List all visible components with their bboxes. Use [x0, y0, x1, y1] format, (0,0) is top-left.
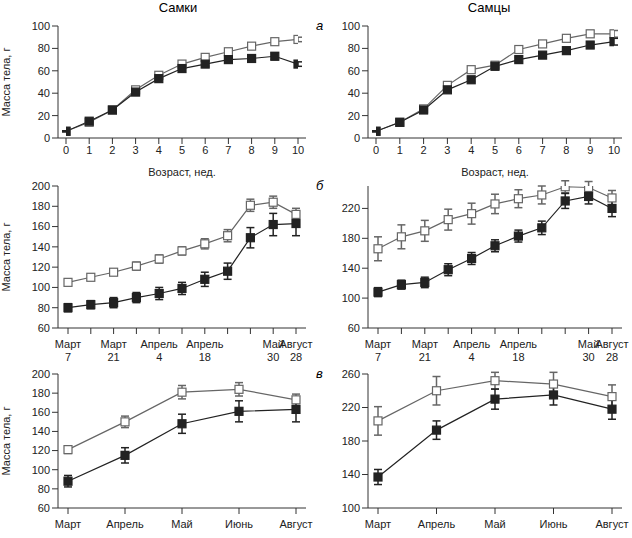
svg-text:5: 5 [492, 144, 498, 156]
svg-text:Август28: Август28 [595, 338, 624, 363]
svg-text:Масса тела, г: Масса тела, г [8, 223, 12, 292]
html-text:30: 30 [582, 351, 595, 363]
svg-text:Апрель: Апрель [418, 518, 456, 530]
svg-text:9: 9 [587, 144, 593, 156]
svg-text:Апрель18: Апрель18 [186, 338, 224, 363]
svg-text:80: 80 [348, 42, 360, 54]
svg-text:6: 6 [202, 144, 208, 156]
svg-text:140: 140 [342, 262, 360, 274]
svg-text:100: 100 [342, 502, 360, 514]
svg-text:Март21: Март21 [100, 338, 126, 363]
svg-text:60: 60 [38, 65, 50, 77]
svg-text:1: 1 [397, 144, 403, 156]
svg-text:2: 2 [421, 144, 427, 156]
svg-text:6: 6 [516, 144, 522, 156]
svg-text:200: 200 [32, 180, 50, 192]
svg-text:Март: Март [55, 518, 81, 530]
svg-text:4: 4 [156, 144, 162, 156]
svg-text:Апрель: Апрель [106, 518, 144, 530]
svg-text:5: 5 [179, 144, 185, 156]
svg-text:7: 7 [540, 144, 546, 156]
html-text:а: а [316, 18, 324, 33]
svg-text:80: 80 [38, 302, 50, 314]
svg-text:100: 100 [32, 281, 50, 293]
html-text:Май: Май [262, 338, 284, 350]
svg-text:140: 140 [32, 241, 50, 253]
svg-text:8: 8 [563, 144, 569, 156]
svg-text:260: 260 [342, 368, 360, 380]
svg-text:3: 3 [444, 144, 450, 156]
svg-text:40: 40 [348, 87, 360, 99]
svg-text:40: 40 [38, 87, 50, 99]
svg-text:160: 160 [32, 220, 50, 232]
svg-text:Масса тела, г: Масса тела, г [8, 48, 12, 117]
svg-text:140: 140 [342, 468, 360, 480]
html-text:30: 30 [267, 351, 280, 363]
svg-text:180: 180 [342, 232, 360, 244]
svg-text:Июнь: Июнь [225, 518, 253, 530]
svg-text:Август: Август [595, 518, 624, 530]
svg-text:0: 0 [373, 144, 379, 156]
svg-text:160: 160 [32, 406, 50, 418]
svg-text:4: 4 [468, 144, 474, 156]
svg-text:120: 120 [32, 261, 50, 273]
svg-text:8: 8 [249, 144, 255, 156]
html-text:в: в [316, 366, 323, 381]
svg-text:Возраст, нед.: Возраст, нед. [148, 166, 215, 178]
svg-text:80: 80 [38, 42, 50, 54]
svg-text:Март: Март [365, 518, 391, 530]
svg-text:180: 180 [32, 387, 50, 399]
svg-text:220: 220 [342, 202, 360, 214]
html-text:Май: Май [577, 338, 600, 350]
svg-text:Март7: Март7 [55, 338, 81, 363]
svg-text:Апрель18: Апрель18 [500, 338, 538, 363]
svg-text:2: 2 [109, 144, 115, 156]
svg-text:Апрель4: Апрель4 [453, 338, 491, 363]
html-text:Самки: Самки [158, 0, 198, 15]
svg-text:7: 7 [225, 144, 231, 156]
html-text:б: б [316, 178, 324, 193]
svg-text:140: 140 [32, 425, 50, 437]
svg-text:200: 200 [32, 368, 50, 380]
html-text:Самцы: Самцы [467, 0, 511, 15]
svg-text:Возраст, нед.: Возраст, нед. [461, 166, 528, 178]
svg-text:60: 60 [38, 322, 50, 334]
svg-text:0: 0 [63, 144, 69, 156]
svg-text:100: 100 [342, 20, 360, 32]
svg-text:20: 20 [38, 110, 50, 122]
svg-text:10: 10 [608, 144, 620, 156]
svg-text:Март7: Март7 [365, 338, 391, 363]
svg-text:80: 80 [38, 483, 50, 495]
svg-text:0: 0 [354, 132, 360, 144]
svg-text:Июнь: Июнь [540, 518, 568, 530]
svg-text:100: 100 [32, 20, 50, 32]
svg-text:100: 100 [342, 292, 360, 304]
svg-text:180: 180 [32, 200, 50, 212]
svg-text:120: 120 [32, 444, 50, 456]
svg-text:20: 20 [348, 110, 360, 122]
svg-text:Апрель4: Апрель4 [141, 338, 179, 363]
svg-text:100: 100 [32, 464, 50, 476]
svg-text:Май: Май [484, 518, 506, 530]
svg-text:1: 1 [86, 144, 92, 156]
svg-text:Март21: Март21 [412, 338, 438, 363]
svg-text:10: 10 [292, 144, 304, 156]
svg-text:Август28: Август28 [279, 338, 312, 363]
svg-text:Май: Май [171, 518, 193, 530]
svg-text:0: 0 [44, 132, 50, 144]
svg-text:180: 180 [342, 435, 360, 447]
svg-text:60: 60 [38, 502, 50, 514]
svg-text:60: 60 [348, 322, 360, 334]
svg-text:9: 9 [272, 144, 278, 156]
svg-text:Август: Август [279, 518, 312, 530]
svg-text:220: 220 [342, 401, 360, 413]
svg-text:3: 3 [133, 144, 139, 156]
svg-text:Масса тела, г: Масса тела, г [8, 407, 12, 476]
svg-text:60: 60 [348, 65, 360, 77]
